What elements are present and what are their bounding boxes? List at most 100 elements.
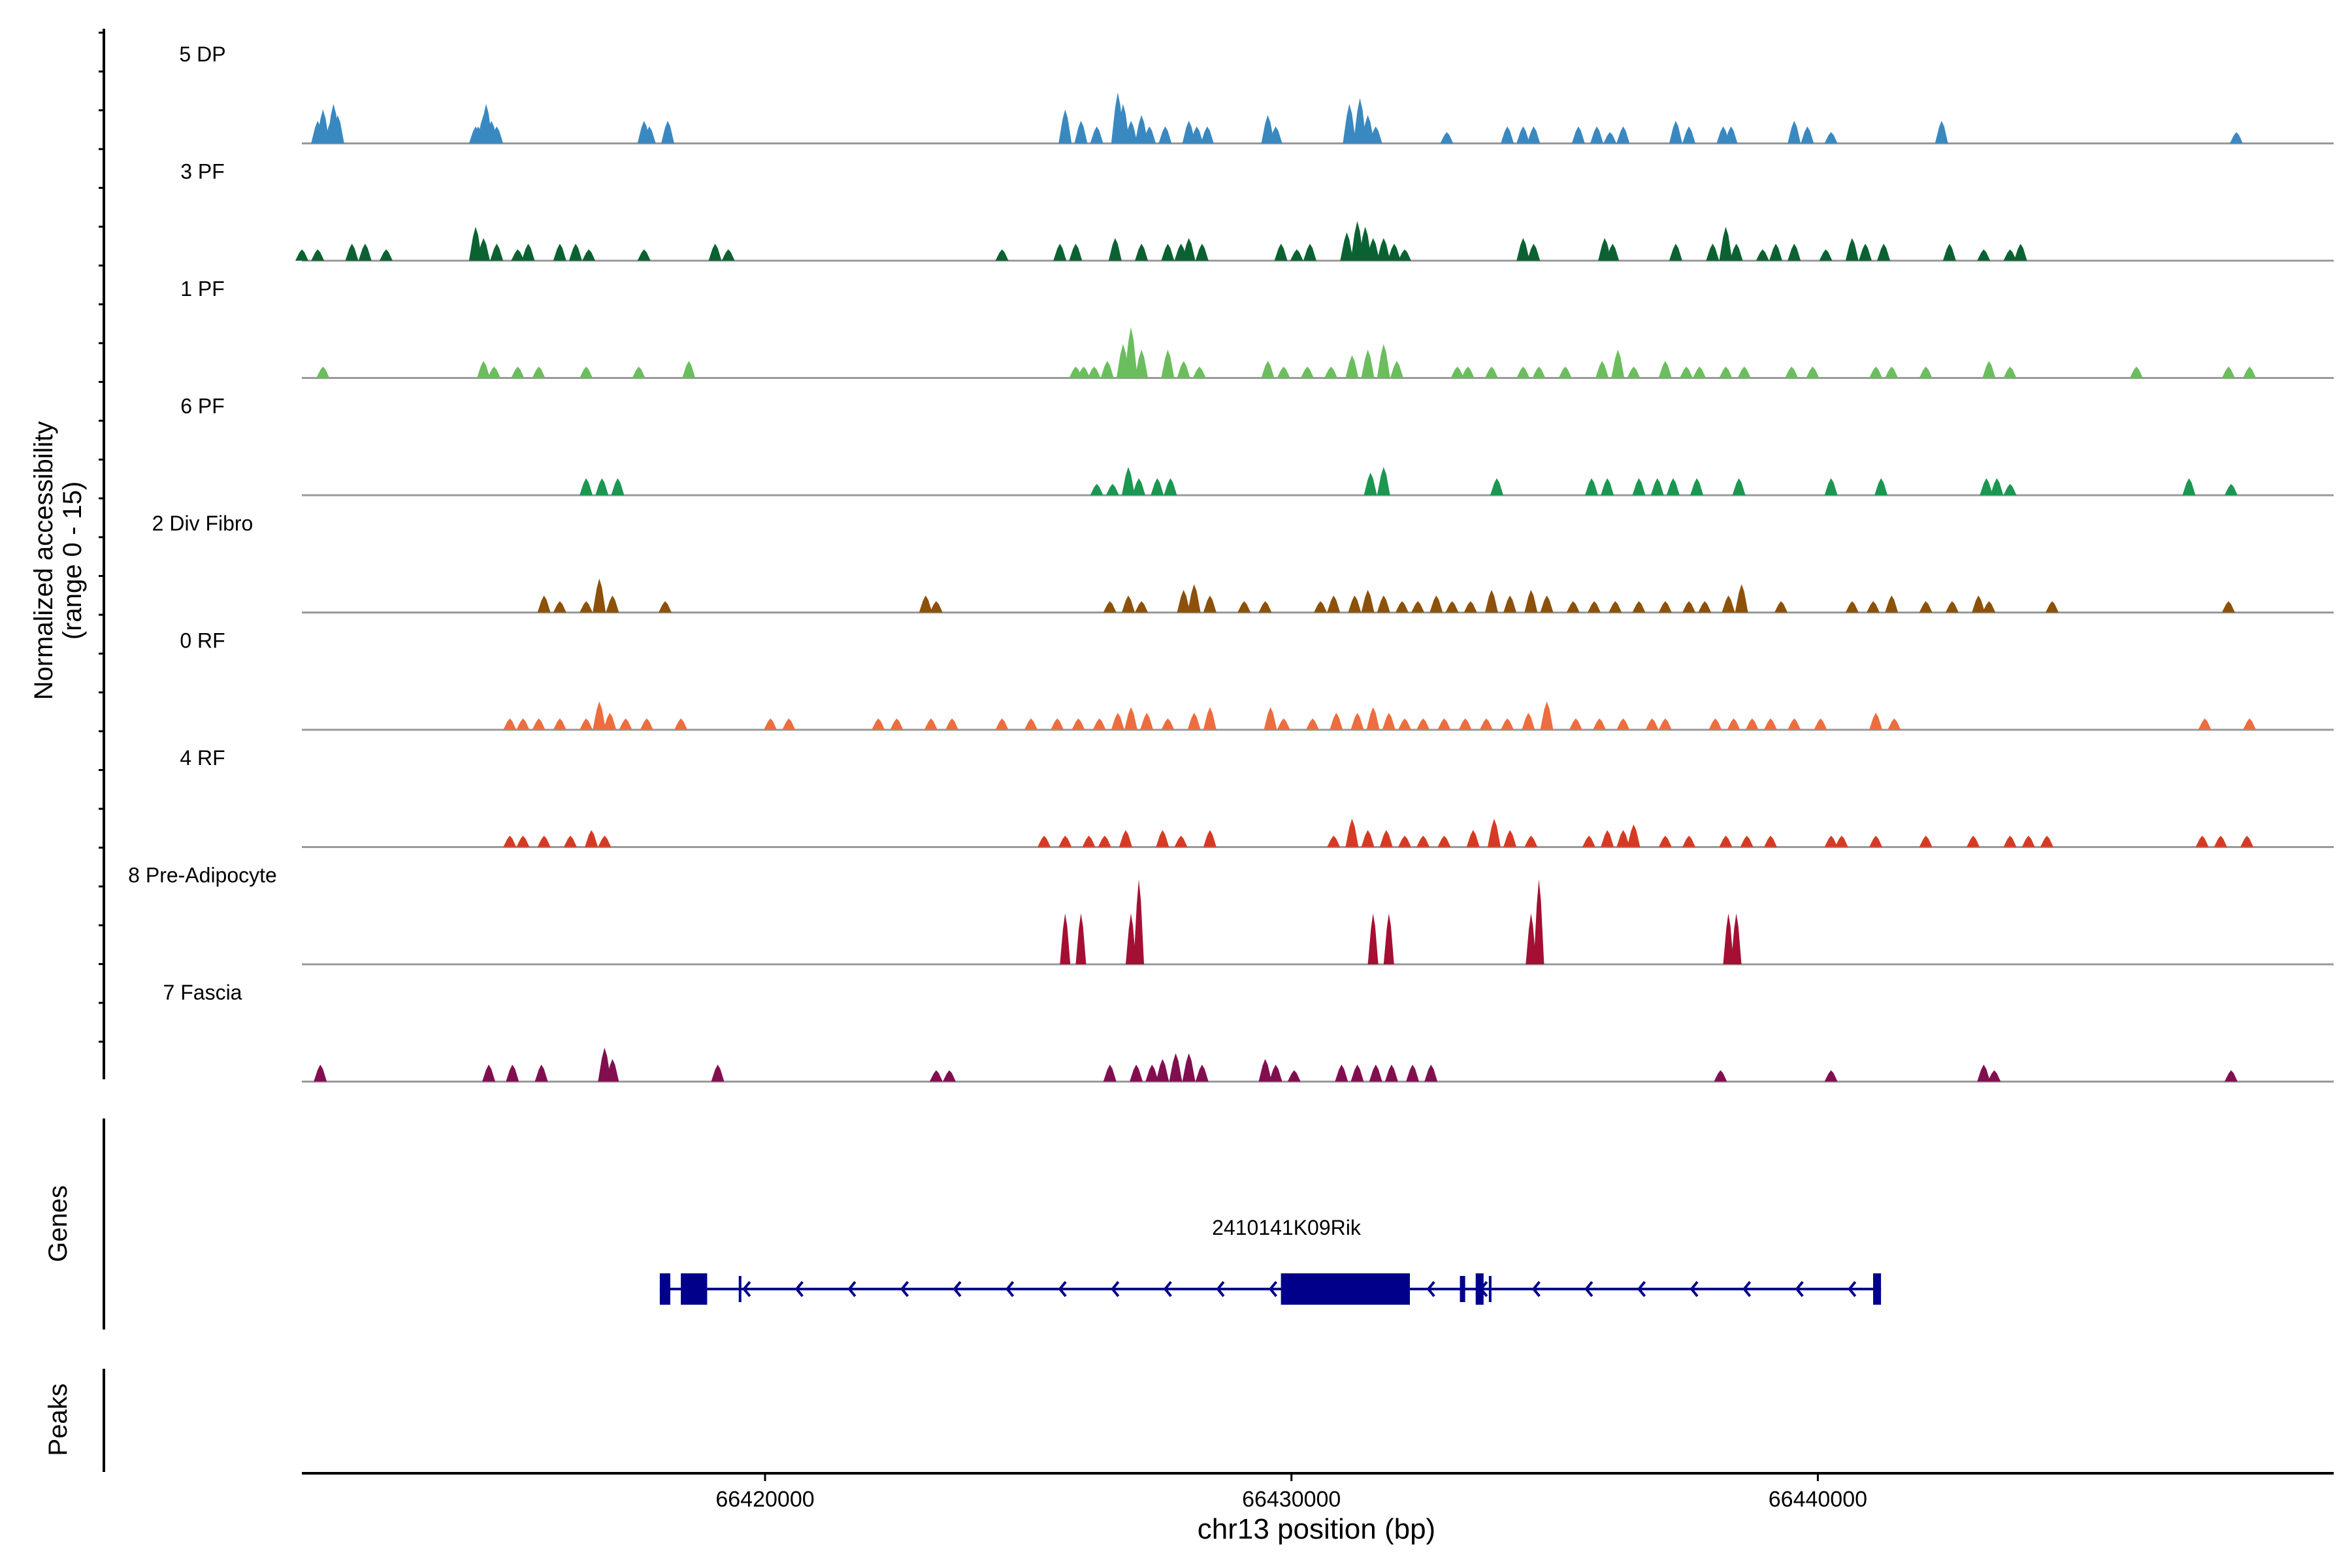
peaks-panel-label: Peaks bbox=[44, 1383, 73, 1456]
gene-exon bbox=[1460, 1276, 1465, 1302]
coverage-peak bbox=[1397, 836, 1411, 847]
gene-exon bbox=[738, 1276, 742, 1302]
track-label: 7 Fascia bbox=[163, 981, 242, 1004]
coverage-peak bbox=[1463, 601, 1477, 613]
coverage-peak bbox=[1526, 913, 1537, 964]
coverage-peak bbox=[1516, 367, 1530, 378]
track-4-rf: 4 RF bbox=[180, 746, 2334, 848]
coverage-peak bbox=[1366, 238, 1380, 261]
strand-arrow bbox=[1005, 1281, 1015, 1298]
coverage-peak bbox=[1669, 120, 1682, 144]
coverage-peak bbox=[1645, 718, 1659, 730]
coverage-peak bbox=[1119, 830, 1132, 847]
coverage-peak bbox=[1584, 478, 1598, 495]
coverage-peak bbox=[1108, 238, 1122, 261]
coverage-peak bbox=[1919, 367, 1933, 378]
coverage-peak bbox=[1135, 601, 1149, 613]
coverage-peak bbox=[1161, 718, 1175, 730]
coverage-peak bbox=[1533, 879, 1544, 964]
coverage-peak bbox=[511, 249, 525, 261]
coverage-peak bbox=[1756, 249, 1769, 261]
coverage-peak bbox=[1719, 227, 1733, 261]
coverage-peak bbox=[1942, 244, 1956, 261]
coverage-peak bbox=[1377, 344, 1390, 378]
coverage-peak bbox=[1358, 227, 1372, 261]
coverage-peak bbox=[1092, 718, 1106, 730]
coverage-peak bbox=[1977, 249, 1991, 261]
coverage-peak bbox=[1161, 350, 1175, 378]
coverage-peak bbox=[1484, 589, 1498, 613]
coverage-peak bbox=[1364, 472, 1377, 495]
coverage-peak bbox=[521, 244, 535, 261]
coverage-peak bbox=[1366, 707, 1380, 730]
coverage-peak bbox=[1590, 126, 1604, 144]
coverage-peak bbox=[1135, 115, 1149, 144]
coverage-peak bbox=[1698, 601, 1712, 613]
strand-arrow bbox=[1690, 1281, 1699, 1298]
coverage-peak bbox=[1616, 830, 1630, 847]
coverage-peak bbox=[1501, 126, 1514, 144]
coverage-peak bbox=[568, 244, 582, 261]
coverage-peak bbox=[582, 249, 596, 261]
strand-arrow bbox=[1531, 1281, 1541, 1298]
coverage-peak bbox=[1487, 819, 1501, 847]
coverage-peak bbox=[611, 478, 625, 495]
coverage-peak bbox=[1658, 836, 1672, 847]
coverage-peak bbox=[1524, 836, 1538, 847]
coverage-peak bbox=[1264, 707, 1277, 730]
strand-arrow bbox=[1742, 1281, 1752, 1298]
coverage-peak bbox=[2221, 601, 2235, 613]
coverage-peak bbox=[2243, 367, 2257, 378]
coverage-peak bbox=[1527, 126, 1541, 144]
coverage-peak bbox=[637, 249, 651, 261]
coverage-peak bbox=[1801, 126, 1814, 144]
coverage-peak bbox=[490, 126, 504, 144]
coverage-peak bbox=[1156, 1058, 1169, 1082]
coverage-peak bbox=[1788, 120, 1801, 144]
coverage-peak bbox=[2195, 836, 2209, 847]
coverage-peak bbox=[1682, 836, 1696, 847]
track-label: 3 PF bbox=[180, 160, 225, 184]
coverage-peak bbox=[503, 718, 517, 730]
coverage-peak bbox=[2021, 836, 2035, 847]
coverage-peak bbox=[1977, 1064, 1991, 1082]
coverage-peak bbox=[1466, 830, 1480, 847]
coverage-peak bbox=[1835, 836, 1848, 847]
coverage-peak bbox=[1190, 126, 1203, 144]
coverage-peak bbox=[1124, 120, 1137, 144]
coverage-peak bbox=[1819, 249, 1833, 261]
coverage-peak bbox=[1261, 361, 1275, 378]
coverage-peak bbox=[580, 367, 593, 378]
coverage-peak bbox=[1377, 238, 1390, 261]
coverage-peak bbox=[1111, 713, 1124, 730]
coverage-peak bbox=[1290, 249, 1303, 261]
coverage-peak bbox=[1369, 126, 1382, 144]
coverage-peak bbox=[1714, 1070, 1727, 1082]
strand-arrow bbox=[1795, 1281, 1804, 1298]
coverage-peak bbox=[476, 361, 490, 378]
coverage-peak bbox=[1121, 595, 1135, 613]
coverage-peak bbox=[1132, 478, 1146, 495]
coverage-peak bbox=[1450, 367, 1464, 378]
coverage-peak bbox=[1693, 367, 1707, 378]
coverage-peak bbox=[1124, 327, 1137, 378]
coverage-peak bbox=[487, 367, 501, 378]
coverage-peak bbox=[1203, 595, 1217, 613]
coverage-peak bbox=[1411, 601, 1425, 613]
x-axis-label: chr13 position (bp) bbox=[1198, 1513, 1435, 1545]
coverage-peak bbox=[2243, 718, 2257, 730]
coverage-peak bbox=[1164, 478, 1177, 495]
coverage-peak bbox=[1037, 836, 1051, 847]
coverage-peak bbox=[1182, 238, 1196, 261]
coverage-peak bbox=[1982, 361, 1996, 378]
coverage-peak bbox=[1945, 601, 1959, 613]
coverage-peak bbox=[1135, 350, 1149, 378]
coverage-tracks: 5 DP 3 PF 1 PF 6 PF 2 Div Fibro 0 RF 4 RF 8 Pre… bbox=[128, 42, 2334, 1083]
coverage-peak bbox=[1327, 836, 1341, 847]
coverage-peak bbox=[1361, 350, 1375, 378]
strand-arrow bbox=[1584, 1281, 1593, 1298]
coverage-peak bbox=[764, 718, 777, 730]
coverage-peak bbox=[1075, 913, 1086, 964]
coverage-peak bbox=[580, 478, 593, 495]
strand-arrow bbox=[1268, 1281, 1278, 1298]
